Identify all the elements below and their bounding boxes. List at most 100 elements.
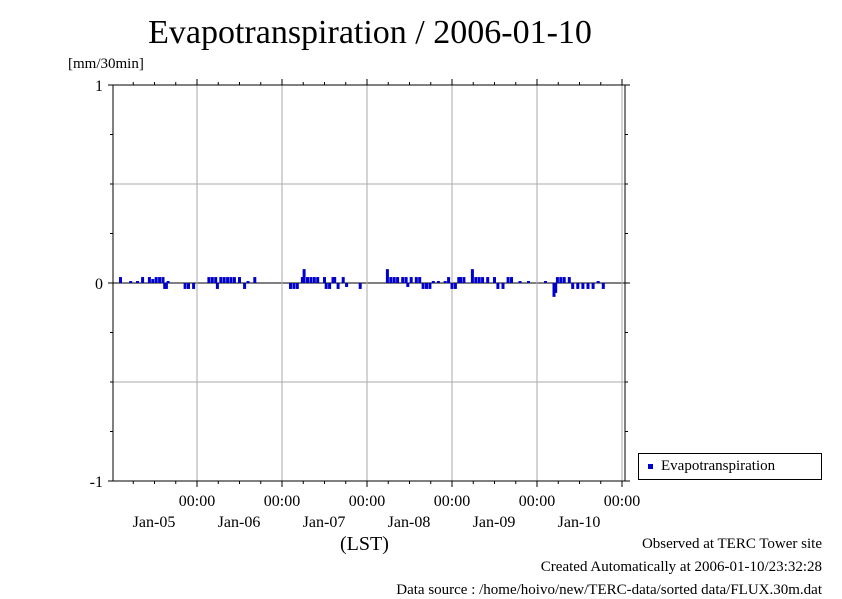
- x-tick-time-label: 00:00: [604, 493, 640, 510]
- data-bar: [226, 277, 230, 283]
- y-axis-unit-label: [mm/30min]: [68, 56, 144, 72]
- data-bar: [406, 283, 410, 287]
- data-bar: [477, 277, 481, 283]
- data-bar: [232, 277, 236, 283]
- data-bar: [431, 281, 435, 283]
- data-bar: [164, 283, 168, 289]
- data-bar: [385, 269, 389, 283]
- data-bar: [409, 277, 413, 283]
- data-bar: [302, 269, 306, 283]
- data-bar: [396, 277, 400, 283]
- data-bar: [486, 277, 490, 283]
- data-bar: [436, 281, 440, 283]
- data-bar: [425, 283, 428, 289]
- data-bar: [253, 277, 257, 283]
- x-tick-time-label: 00:00: [434, 493, 470, 510]
- data-bar: [428, 283, 432, 289]
- data-bar: [214, 277, 218, 283]
- data-bar: [414, 277, 418, 283]
- data-bar: [562, 277, 566, 283]
- data-bar: [136, 281, 139, 283]
- data-bar: [158, 277, 162, 283]
- data-bar: [591, 283, 595, 289]
- data-bar: [401, 277, 405, 283]
- data-bar: [215, 283, 219, 289]
- data-bar: [119, 277, 122, 283]
- data-bar: [571, 283, 575, 289]
- data-bar: [601, 283, 605, 289]
- data-bar: [421, 283, 425, 289]
- data-bar: [229, 277, 233, 283]
- data-bar: [567, 277, 571, 283]
- data-bar: [581, 283, 585, 289]
- y-tick-label: 0: [95, 276, 103, 293]
- data-bar: [559, 277, 563, 283]
- footer-created: Created Automatically at 2006-01-10/23:3…: [540, 559, 822, 575]
- data-bar: [418, 277, 422, 283]
- footer-source: Data source : /home/hoivo/new/TERC-data/…: [396, 582, 822, 598]
- data-bar: [312, 277, 316, 283]
- data-bar: [331, 277, 335, 283]
- data-bar: [151, 279, 155, 283]
- data-bar: [389, 277, 393, 283]
- data-bar: [323, 277, 326, 283]
- data-bar: [555, 277, 559, 283]
- data-bar: [300, 277, 304, 283]
- data-bar: [457, 277, 461, 283]
- data-bar: [222, 277, 226, 283]
- data-bar: [341, 277, 345, 283]
- x-tick-date-label: Jan-05: [133, 514, 176, 531]
- data-bar: [501, 283, 505, 289]
- x-tick-time-label: 00:00: [519, 493, 555, 510]
- data-bar: [187, 283, 190, 289]
- data-bar: [496, 283, 500, 289]
- data-bar: [324, 283, 328, 289]
- data-bar: [552, 283, 556, 297]
- data-bar: [166, 281, 170, 283]
- data-bar: [544, 281, 547, 283]
- data-bar: [154, 277, 158, 283]
- x-tick-time-label: 00:00: [179, 493, 215, 510]
- y-tick-label: 1: [95, 78, 103, 95]
- data-bar: [306, 277, 309, 283]
- legend-label: Evapotranspiration: [661, 458, 776, 474]
- data-bar: [238, 277, 241, 283]
- data-bar: [462, 277, 466, 283]
- x-tick-date-label: Jan-06: [218, 514, 261, 531]
- x-axis-label: (LST): [340, 533, 389, 555]
- x-tick-date-label: Jan-09: [473, 514, 516, 531]
- data-bar: [183, 283, 187, 289]
- data-bar: [345, 283, 349, 287]
- data-bar: [450, 283, 454, 289]
- data-bar: [576, 283, 580, 289]
- x-tick-date-label: Jan-08: [388, 514, 431, 531]
- data-bar: [129, 281, 133, 283]
- data-bar: [596, 281, 600, 283]
- data-bar: [243, 283, 247, 289]
- data-bar: [527, 281, 530, 283]
- data-bar: [447, 277, 451, 283]
- data-bar: [518, 281, 522, 283]
- data-bar: [474, 277, 478, 283]
- y-tick-label: -1: [90, 474, 103, 491]
- legend-swatch: [648, 464, 653, 469]
- data-bar: [586, 283, 590, 289]
- data-bar: [506, 277, 510, 283]
- data-bar: [210, 277, 214, 283]
- x-tick-time-label: 00:00: [264, 493, 300, 510]
- x-tick-time-label: 00:00: [349, 493, 385, 510]
- data-bar: [470, 269, 474, 283]
- footer-site: Observed at TERC Tower site: [641, 536, 822, 552]
- data-bar: [404, 277, 408, 283]
- data-bar: [510, 277, 513, 283]
- data-bar: [392, 277, 396, 283]
- x-tick-date-label: Jan-10: [558, 514, 601, 531]
- data-bar: [141, 277, 145, 283]
- data-bar: [328, 283, 332, 289]
- data-bar: [333, 277, 337, 283]
- data-bar: [289, 283, 292, 289]
- data-bar: [292, 283, 296, 289]
- data-bar: [309, 277, 313, 283]
- data-bar: [493, 277, 496, 283]
- data-bar: [443, 281, 447, 283]
